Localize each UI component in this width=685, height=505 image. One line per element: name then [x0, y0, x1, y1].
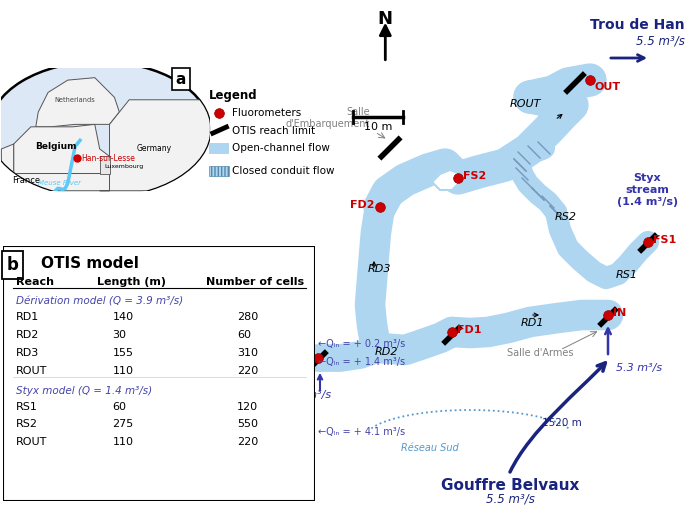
Polygon shape: [1, 144, 110, 191]
Text: Han-sur-Lesse: Han-sur-Lesse: [82, 154, 135, 163]
Text: Length (m): Length (m): [97, 277, 166, 286]
Text: Belgium: Belgium: [35, 142, 76, 151]
Text: France: France: [12, 176, 40, 185]
Text: 310: 310: [237, 348, 258, 358]
Text: Salle
d'Embarquement: Salle d'Embarquement: [286, 107, 370, 129]
Text: Netherlands: Netherlands: [55, 97, 95, 103]
Text: 275: 275: [112, 419, 134, 429]
Text: RD1: RD1: [16, 312, 39, 322]
Text: 280: 280: [237, 312, 258, 322]
Text: FS2: FS2: [463, 171, 486, 181]
Text: FS1: FS1: [653, 235, 676, 245]
Text: ←Qₗₙ = + 1.4 m³/s: ←Qₗₙ = + 1.4 m³/s: [319, 357, 406, 367]
Text: RD2: RD2: [374, 347, 398, 357]
Text: RS1: RS1: [16, 401, 38, 412]
FancyArrowPatch shape: [510, 363, 606, 472]
Text: RS2: RS2: [555, 212, 577, 222]
Text: Dérivation model (Q = 3.9 m³/s): Dérivation model (Q = 3.9 m³/s): [16, 297, 183, 307]
Text: 155: 155: [112, 348, 134, 358]
Text: Trou de Han: Trou de Han: [590, 18, 685, 32]
Text: Legend: Legend: [209, 89, 258, 102]
Text: a: a: [176, 72, 186, 86]
Polygon shape: [14, 124, 110, 174]
Text: 5.5 m³/s: 5.5 m³/s: [486, 493, 534, 505]
Polygon shape: [36, 78, 119, 127]
Text: Styx
stream
(1.4 m³/s): Styx stream (1.4 m³/s): [617, 173, 678, 207]
Text: 110: 110: [112, 437, 134, 447]
Text: RS1: RS1: [616, 270, 638, 280]
Text: Closed conduit flow: Closed conduit flow: [232, 166, 334, 176]
Text: ROUT: ROUT: [510, 99, 540, 109]
Text: OTIS reach limit: OTIS reach limit: [232, 126, 315, 136]
Text: IN: IN: [613, 308, 626, 318]
Text: ROUT: ROUT: [16, 437, 47, 447]
Text: N: N: [378, 10, 393, 28]
Text: ROUT: ROUT: [16, 366, 47, 376]
Text: 110: 110: [112, 366, 134, 376]
Text: 5.5 m³/s: 5.5 m³/s: [636, 34, 685, 47]
Text: 5.3 m³/s: 5.3 m³/s: [616, 363, 662, 373]
Text: 220: 220: [237, 437, 258, 447]
Text: OTIS model: OTIS model: [41, 256, 138, 271]
Polygon shape: [100, 157, 110, 174]
Text: b: b: [7, 256, 18, 274]
Text: Luxembourg: Luxembourg: [105, 164, 144, 169]
Text: 120: 120: [237, 401, 258, 412]
Text: 1520 m: 1520 m: [542, 418, 582, 428]
Polygon shape: [432, 170, 460, 190]
Text: Styx model (Q = 1.4 m³/s): Styx model (Q = 1.4 m³/s): [16, 386, 152, 396]
Text: Number of cells: Number of cells: [206, 277, 304, 286]
Text: OUT: OUT: [595, 82, 621, 92]
Text: RD3: RD3: [368, 264, 392, 274]
Text: FD1: FD1: [457, 325, 482, 335]
Text: Gouffre Belvaux: Gouffre Belvaux: [441, 478, 580, 493]
Text: ←Qₗₙ = + 0.2 m³/s: ←Qₗₙ = + 0.2 m³/s: [319, 339, 406, 349]
Text: 10 m: 10 m: [364, 122, 393, 132]
Text: RD3: RD3: [16, 348, 39, 358]
Text: Salle d'Armes: Salle d'Armes: [507, 348, 573, 358]
Text: 60: 60: [112, 401, 127, 412]
Text: Meuse River: Meuse River: [38, 180, 82, 185]
Text: 220: 220: [237, 366, 258, 376]
Text: Fluorometers: Fluorometers: [232, 108, 301, 118]
Polygon shape: [100, 100, 210, 191]
Text: 30: 30: [112, 330, 127, 340]
Ellipse shape: [0, 62, 210, 197]
Text: 550: 550: [237, 419, 258, 429]
Text: Reach: Reach: [16, 277, 54, 286]
Text: Réseau Sud: Réseau Sud: [401, 443, 459, 453]
Text: 0.2 m³/s: 0.2 m³/s: [285, 390, 331, 400]
Text: ←Qₗₙ = + 4.1 m³/s: ←Qₗₙ = + 4.1 m³/s: [319, 427, 406, 437]
Text: 60: 60: [237, 330, 251, 340]
FancyBboxPatch shape: [209, 166, 229, 176]
Text: RD2: RD2: [16, 330, 39, 340]
FancyBboxPatch shape: [209, 143, 229, 154]
Text: Dérivation
stream
(3.9 m³/s): Dérivation stream (3.9 m³/s): [250, 278, 315, 312]
Text: RD1: RD1: [520, 318, 544, 328]
Text: FD2: FD2: [351, 200, 375, 210]
Text: 140: 140: [112, 312, 134, 322]
Text: RS: RS: [297, 351, 313, 361]
Text: RS2: RS2: [16, 419, 38, 429]
Text: Open-channel flow: Open-channel flow: [232, 143, 329, 154]
Text: Germany: Germany: [136, 144, 171, 154]
